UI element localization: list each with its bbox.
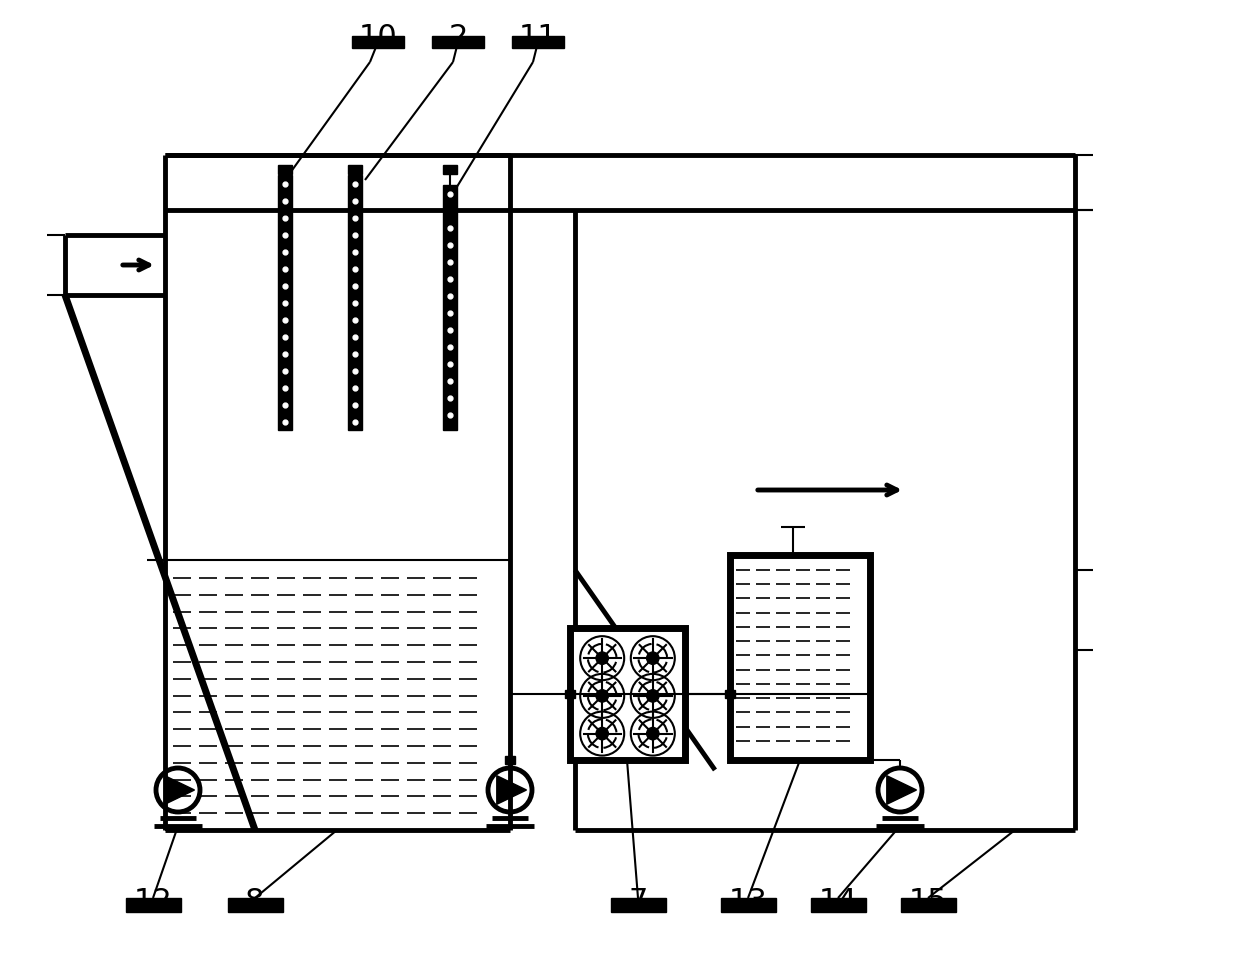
Text: 2: 2 bbox=[449, 23, 467, 52]
Bar bbox=[350, 206, 360, 214]
Polygon shape bbox=[348, 175, 362, 430]
Polygon shape bbox=[497, 775, 527, 804]
Bar bbox=[725, 690, 735, 698]
Bar bbox=[720, 898, 776, 912]
Text: 14: 14 bbox=[818, 887, 857, 916]
Bar bbox=[811, 898, 866, 912]
Bar bbox=[730, 555, 870, 760]
Polygon shape bbox=[443, 185, 458, 430]
Bar bbox=[611, 898, 666, 912]
Text: 13: 13 bbox=[729, 887, 768, 916]
Bar bbox=[445, 206, 455, 214]
Bar bbox=[901, 898, 956, 912]
Bar bbox=[280, 206, 290, 214]
Text: 7: 7 bbox=[629, 887, 647, 916]
Text: 10: 10 bbox=[358, 23, 397, 52]
Bar bbox=[126, 898, 181, 912]
Text: 8: 8 bbox=[246, 887, 265, 916]
Circle shape bbox=[646, 652, 658, 664]
Bar bbox=[565, 690, 575, 698]
Circle shape bbox=[646, 689, 658, 702]
Bar bbox=[348, 165, 362, 174]
Polygon shape bbox=[278, 175, 291, 430]
Bar bbox=[352, 36, 404, 48]
Bar bbox=[443, 165, 458, 174]
Circle shape bbox=[596, 728, 609, 740]
Polygon shape bbox=[887, 775, 916, 804]
Circle shape bbox=[596, 689, 609, 702]
Bar bbox=[228, 898, 283, 912]
Text: 15: 15 bbox=[909, 887, 947, 916]
Bar bbox=[505, 756, 515, 764]
Text: 12: 12 bbox=[134, 887, 172, 916]
Polygon shape bbox=[165, 775, 195, 804]
Bar bbox=[278, 165, 291, 174]
Bar bbox=[570, 628, 684, 760]
Text: 11: 11 bbox=[518, 23, 557, 52]
Circle shape bbox=[646, 728, 658, 740]
Circle shape bbox=[596, 652, 609, 664]
Bar bbox=[432, 36, 484, 48]
Bar bbox=[512, 36, 564, 48]
